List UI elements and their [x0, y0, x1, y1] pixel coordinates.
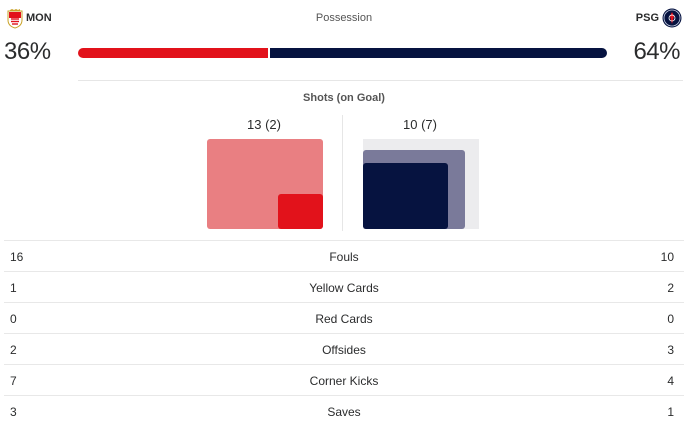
stat-row: 2 Offsides 3: [4, 333, 684, 364]
stat-label: Red Cards: [315, 312, 373, 326]
stat-away-value: 4: [667, 374, 674, 388]
stat-label: Offsides: [322, 343, 366, 357]
stat-home-value: 2: [10, 343, 17, 357]
stat-away-value: 2: [667, 281, 674, 295]
possession-bar-gap: [267, 48, 270, 58]
home-team-abbr: MON: [26, 12, 52, 24]
stat-home-value: 16: [10, 250, 24, 264]
stat-home-value: 0: [10, 312, 17, 326]
away-shots-value: 10 (7): [403, 117, 437, 132]
away-possession-value: 64%: [633, 38, 680, 65]
home-possession-fill: [78, 48, 268, 58]
stat-row: 3 Saves 1: [4, 395, 684, 426]
away-shots-graphic: [363, 139, 479, 229]
away-possession-fill: [269, 48, 607, 58]
stat-row: 0 Red Cards 0: [4, 302, 684, 333]
possession-title: Possession: [315, 12, 373, 24]
shots-title: Shots (on Goal): [303, 92, 385, 104]
possession-bar: [78, 48, 607, 58]
stat-label: Fouls: [329, 250, 359, 264]
stat-row: 7 Corner Kicks 4: [4, 364, 684, 395]
stat-label: Yellow Cards: [309, 281, 379, 295]
stat-away-value: 3: [667, 343, 674, 357]
away-team-abbr: PSG: [635, 12, 659, 24]
as-monaco-crest-icon: [7, 9, 23, 29]
stat-home-value: 3: [10, 405, 17, 419]
stat-label: Corner Kicks: [309, 374, 379, 388]
home-possession-value: 36%: [4, 38, 51, 65]
home-shots-value: 13 (2): [247, 117, 281, 132]
stat-away-value: 10: [660, 250, 674, 264]
stat-row: 1 Yellow Cards 2: [4, 271, 684, 302]
psg-crest-icon: [662, 8, 682, 28]
stat-row: 16 Fouls 10: [4, 240, 684, 271]
stat-home-value: 1: [10, 281, 17, 295]
stat-label: Saves: [327, 405, 361, 419]
away-shots-on-goal-box: [363, 162, 449, 229]
home-shots-on-goal-box: [277, 193, 323, 229]
home-shots-graphic: [207, 139, 323, 229]
stat-away-value: 1: [667, 405, 674, 419]
shots-separator: [342, 115, 343, 231]
stat-home-value: 7: [10, 374, 17, 388]
section-divider: [78, 80, 683, 81]
stat-away-value: 0: [667, 312, 674, 326]
